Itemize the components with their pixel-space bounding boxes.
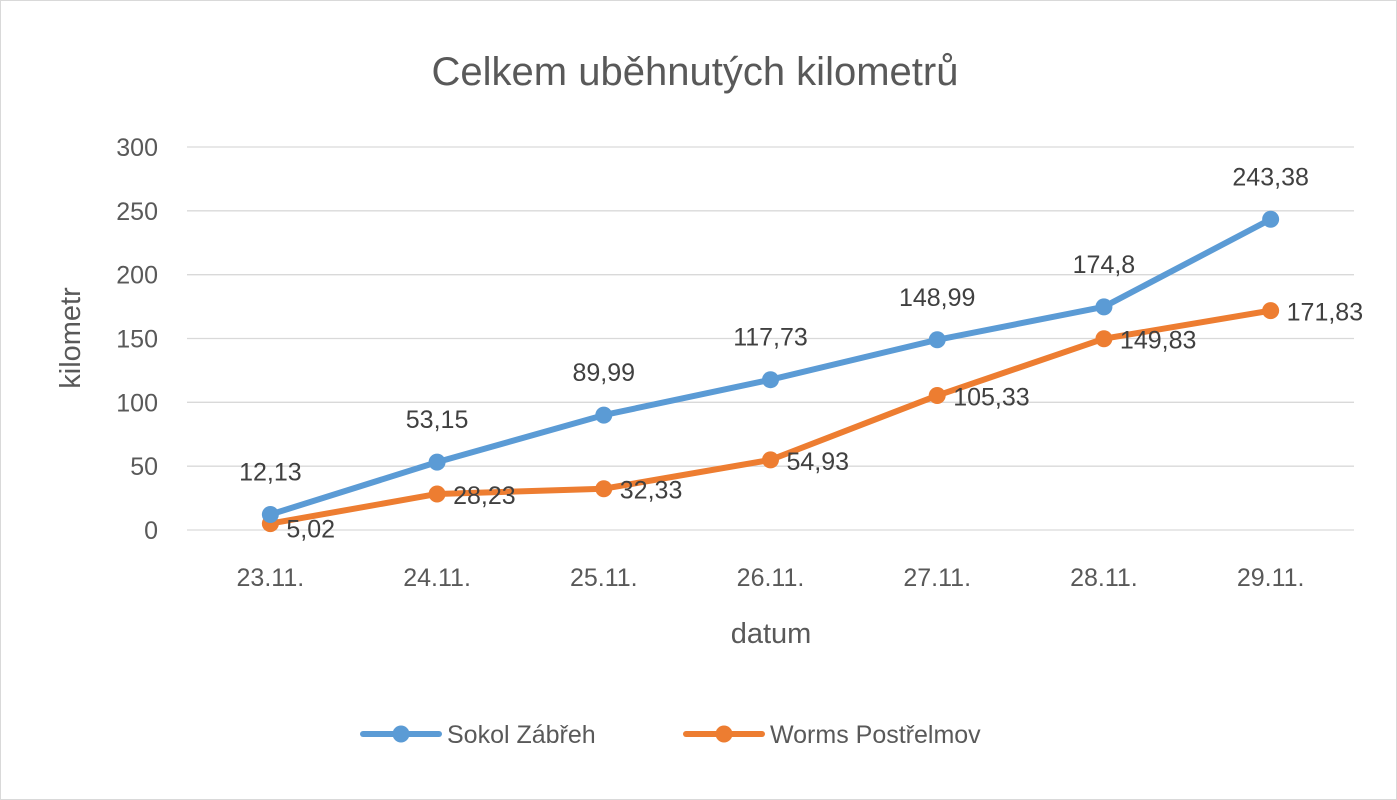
y-tick-label: 100 (116, 389, 158, 417)
data-point (928, 331, 946, 349)
y-axis-ticks: 0 50 100 150 200 250 300 (116, 134, 158, 545)
gridlines (187, 146, 1354, 531)
data-labels: 12,13 53,15 89,99 117,73 148,99 174,8 243,38 5,… (239, 163, 1363, 543)
legend: Sokol Zábřeh Worms Postřelmov (360, 721, 981, 749)
y-tick-label: 250 (116, 198, 158, 226)
legend-marker (715, 725, 733, 743)
data-point (762, 451, 779, 469)
data-label: 149,83 (1120, 327, 1196, 355)
data-label: 117,73 (733, 324, 808, 352)
data-point (1262, 302, 1280, 320)
data-label: 174,8 (1073, 251, 1136, 279)
data-label: 5,02 (286, 516, 335, 544)
legend-marker (392, 725, 410, 743)
data-point (261, 506, 279, 524)
data-label: 54,93 (787, 448, 850, 476)
series-lines (261, 210, 1280, 533)
x-tick-label: 23.11. (237, 564, 305, 592)
y-tick-label: 200 (116, 262, 158, 290)
y-tick-label: 0 (144, 517, 158, 545)
data-point (595, 480, 613, 498)
data-label: 171,83 (1287, 299, 1363, 327)
x-tick-label: 25.11. (570, 564, 638, 592)
y-tick-label: 50 (130, 453, 158, 481)
x-tick-label: 27.11. (903, 564, 971, 592)
data-label: 32,33 (620, 477, 683, 505)
x-axis-title: datum (731, 618, 812, 650)
y-tick-label: 150 (116, 326, 158, 354)
data-label: 53,15 (406, 406, 469, 434)
data-point (928, 387, 946, 405)
x-tick-label: 29.11. (1237, 564, 1305, 592)
y-tick-label: 300 (116, 134, 158, 162)
legend-label: Sokol Zábřeh (447, 721, 596, 749)
data-point (1095, 330, 1113, 348)
data-point (1262, 210, 1280, 228)
data-point (428, 453, 446, 471)
x-tick-label: 24.11. (403, 564, 471, 592)
data-label: 12,13 (239, 459, 302, 487)
chart-title: Celkem uběhnutých kilometrů (432, 50, 959, 94)
data-label: 148,99 (899, 284, 975, 312)
data-point (1095, 298, 1113, 316)
data-point (762, 371, 779, 389)
data-label: 105,33 (953, 384, 1029, 412)
x-tick-label: 28.11. (1070, 564, 1138, 592)
data-label: 243,38 (1232, 163, 1308, 191)
y-axis-title: kilometr (55, 287, 87, 389)
data-point (595, 406, 613, 424)
data-point (428, 485, 446, 503)
legend-label: Worms Postřelmov (770, 721, 981, 749)
data-label: 28,23 (453, 482, 516, 510)
data-label: 89,99 (573, 359, 636, 387)
x-axis-ticks: 23.11. 24.11. 25.11. 26.11. 27.11. 28.11. 29.1… (237, 564, 1305, 592)
x-tick-label: 26.11. (737, 564, 805, 592)
